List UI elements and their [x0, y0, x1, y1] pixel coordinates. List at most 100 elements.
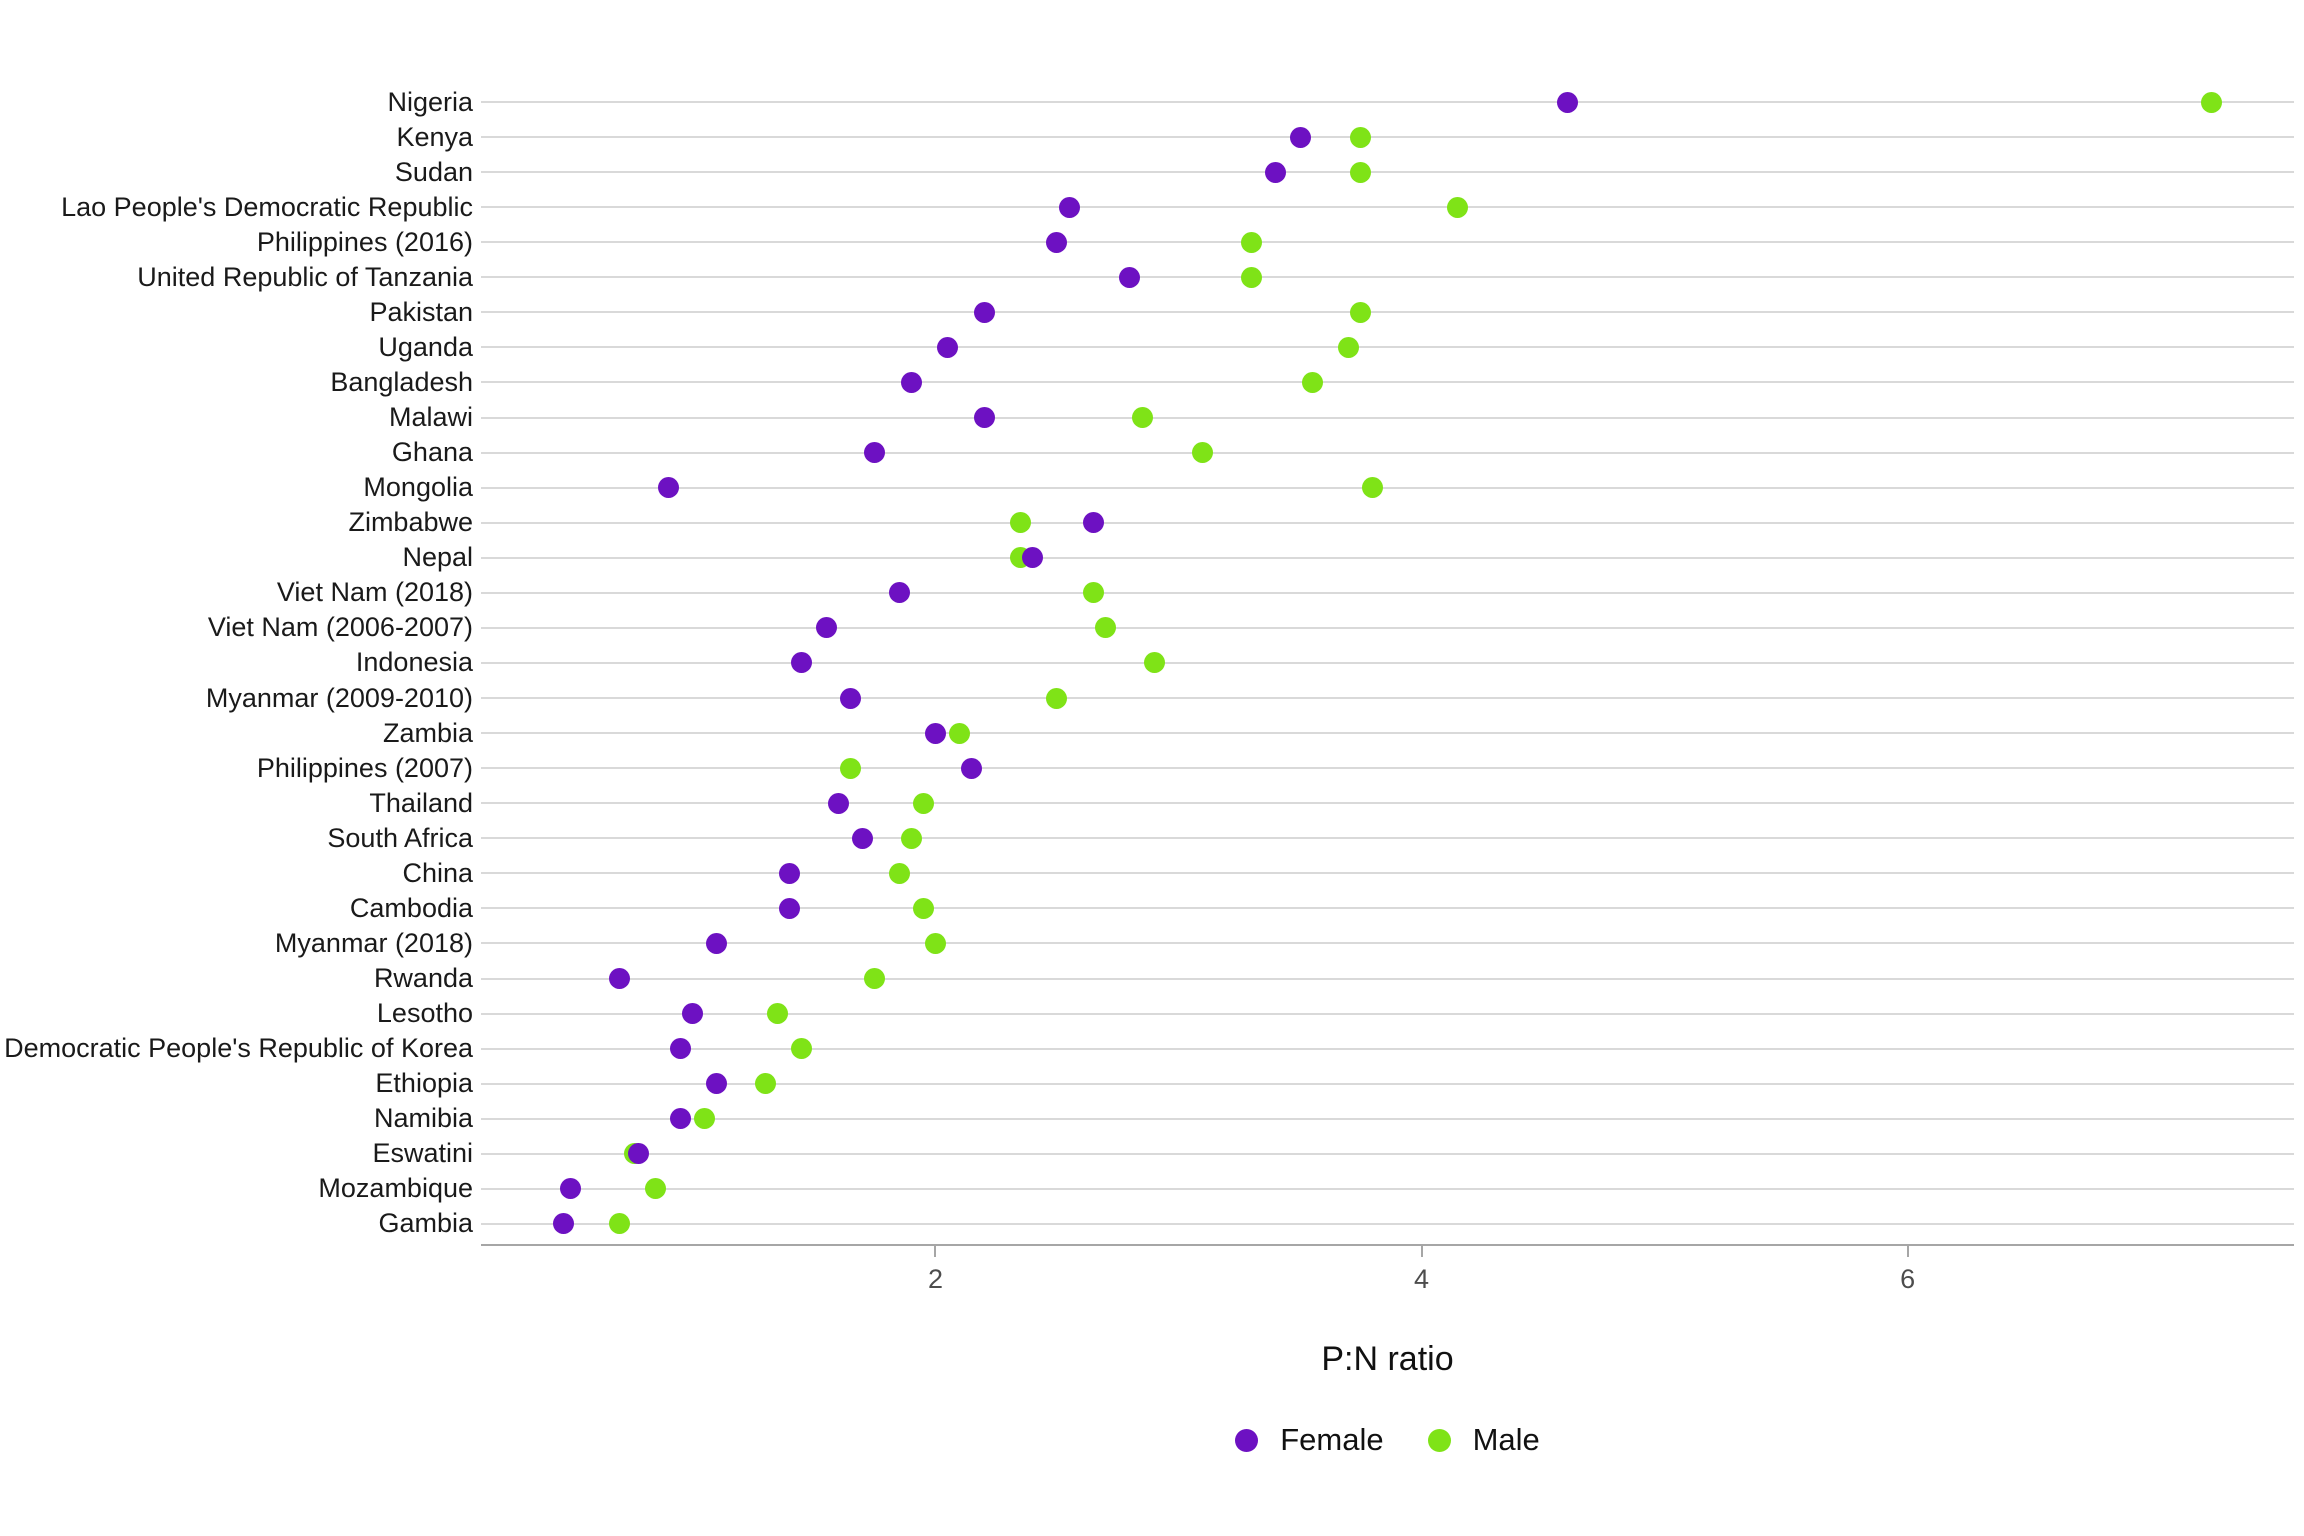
male-swatch-icon — [1427, 1428, 1451, 1452]
country-label: Pakistan — [369, 296, 473, 327]
x-tick-label: 6 — [1900, 1264, 1916, 1294]
country-label: Viet Nam (2006-2007) — [207, 612, 473, 643]
female-dot — [628, 1143, 650, 1165]
male-dot — [949, 722, 971, 744]
gridline — [481, 1222, 2294, 1225]
male-dot — [694, 1108, 716, 1130]
x-tick-mark — [934, 1245, 937, 1257]
gridline — [481, 837, 2294, 840]
female-dot — [609, 968, 631, 989]
gridline — [481, 486, 2294, 489]
male-dot — [1046, 687, 1068, 709]
male-dot — [1338, 336, 1360, 358]
gridline — [481, 802, 2294, 805]
y-axis-labels: Nigeria Kenya Sudan Lao People's Democratic… — [0, 84, 473, 1244]
male-dot — [1131, 407, 1153, 429]
male-dot — [1240, 231, 1262, 253]
female-dot — [1022, 547, 1044, 569]
gridline — [481, 697, 2294, 700]
gridline — [481, 732, 2294, 735]
female-dot — [779, 897, 801, 919]
country-label: Eswatini — [372, 1138, 473, 1169]
female-dot — [553, 1213, 575, 1235]
female-dot — [669, 1038, 691, 1060]
male-dot — [1240, 266, 1262, 288]
male-dot — [912, 897, 934, 919]
gridline — [481, 416, 2294, 419]
gridline — [481, 206, 2294, 209]
gridline — [481, 591, 2294, 594]
female-dot — [779, 862, 801, 884]
male-dot — [924, 932, 946, 954]
country-label: South Africa — [327, 822, 473, 853]
country-label: Bangladesh — [330, 366, 473, 397]
male-dot — [1010, 512, 1032, 534]
country-label: Uganda — [378, 331, 473, 362]
x-tick-label: 4 — [1414, 1264, 1430, 1294]
country-label: Ethiopia — [375, 1068, 473, 1099]
gridline — [481, 907, 2294, 910]
male-dot — [1301, 371, 1323, 393]
male-dot — [754, 1073, 776, 1095]
male-dot — [1082, 582, 1104, 604]
female-dot — [973, 301, 995, 323]
male-dot — [1447, 196, 1469, 218]
male-dot — [1350, 126, 1372, 148]
country-label: Lao People's Democratic Republic — [61, 191, 473, 222]
female-dot — [815, 617, 837, 639]
female-dot — [852, 827, 874, 849]
gridline — [481, 311, 2294, 314]
country-label: Philippines (2007) — [256, 752, 473, 783]
country-label: Thailand — [369, 787, 473, 818]
gridline — [481, 451, 2294, 454]
female-dot — [669, 1108, 691, 1130]
female-dot — [1289, 126, 1311, 148]
country-label: Rwanda — [373, 963, 473, 993]
gridline — [481, 521, 2294, 524]
female-dot — [1058, 196, 1080, 218]
gridline — [481, 1187, 2294, 1190]
female-dot — [1082, 512, 1104, 534]
female-dot — [973, 407, 995, 429]
female-dot — [657, 477, 679, 499]
male-dot — [864, 968, 886, 989]
country-label: Malawi — [388, 402, 473, 433]
country-label: United Republic of Tanzania — [137, 261, 473, 292]
female-dot — [864, 442, 886, 464]
male-dot — [1143, 652, 1165, 674]
female-swatch-icon — [1235, 1428, 1259, 1452]
gridline — [481, 171, 2294, 174]
male-dot — [791, 1038, 813, 1060]
x-axis-title: P:N ratio — [1321, 1340, 1454, 1378]
gridline — [481, 767, 2294, 770]
gridline — [481, 942, 2294, 945]
country-label: China — [402, 857, 473, 888]
male-dot — [839, 757, 861, 779]
female-dot — [1119, 266, 1141, 288]
legend-label: Female — [1280, 1422, 1384, 1457]
gridline — [481, 241, 2294, 244]
male-dot — [888, 862, 910, 884]
legend-label: Male — [1472, 1422, 1540, 1457]
gridline — [481, 626, 2294, 629]
country-label: Zimbabwe — [348, 507, 473, 538]
male-dot — [1095, 617, 1117, 639]
male-dot — [2200, 91, 2222, 113]
female-dot — [706, 1073, 728, 1095]
gridline — [481, 977, 2294, 980]
country-label: Democratic People's Republic of Korea — [4, 1033, 473, 1064]
gridline — [481, 1047, 2294, 1050]
female-dot — [937, 336, 959, 358]
gridline — [481, 381, 2294, 384]
gridline — [481, 872, 2294, 875]
male-dot — [1350, 301, 1372, 323]
country-label: Viet Nam (2018) — [276, 577, 473, 608]
female-dot — [900, 371, 922, 393]
country-label: Gambia — [378, 1208, 473, 1239]
female-dot — [924, 722, 946, 744]
country-label: Nepal — [402, 542, 473, 573]
country-label: Zambia — [382, 717, 473, 748]
country-label: Lesotho — [376, 998, 473, 1029]
country-label: Myanmar (2009-2010) — [205, 682, 473, 713]
